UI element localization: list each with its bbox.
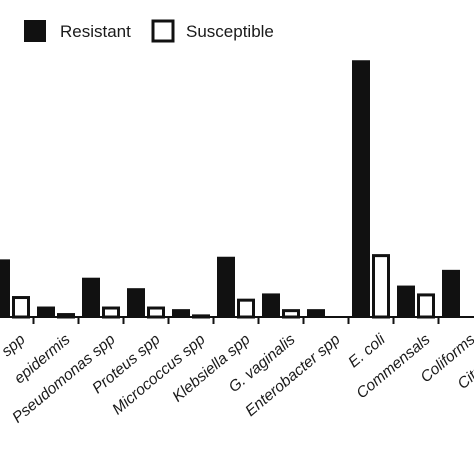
bar-susceptible-2 <box>102 306 120 319</box>
bar-susceptible-5 <box>237 298 255 319</box>
bar-resistant-4 <box>172 309 190 317</box>
legend-label-resistant: Resistant <box>60 22 131 41</box>
legend-swatch-resistant <box>24 20 46 42</box>
bar-resistant-0 <box>0 259 10 317</box>
bar-susceptible-8 <box>372 254 390 319</box>
bar-resistant-5 <box>217 256 235 317</box>
legend-swatch-susceptible <box>151 19 175 43</box>
bar-resistant-2 <box>82 277 100 317</box>
bar-resistant-10 <box>442 269 460 317</box>
bar-resistant-7 <box>307 309 325 317</box>
x-ticks <box>32 317 440 324</box>
bar-resistant-8 <box>352 60 370 318</box>
legend: Resistant Susceptible <box>24 19 274 43</box>
bars <box>0 60 460 319</box>
bar-resistant-1 <box>37 306 55 317</box>
bar-susceptible-3 <box>147 306 165 319</box>
legend-label-susceptible: Susceptible <box>186 22 274 41</box>
x-tick-label-5: Klebsiella spp <box>169 331 253 406</box>
x-tick-label-0: spp <box>0 331 29 360</box>
bar-susceptible-9 <box>417 293 435 319</box>
bar-resistant-6 <box>262 293 280 317</box>
bar-resistant-3 <box>127 288 145 317</box>
bar-resistant-9 <box>397 285 415 317</box>
bar-susceptible-0 <box>12 296 30 319</box>
